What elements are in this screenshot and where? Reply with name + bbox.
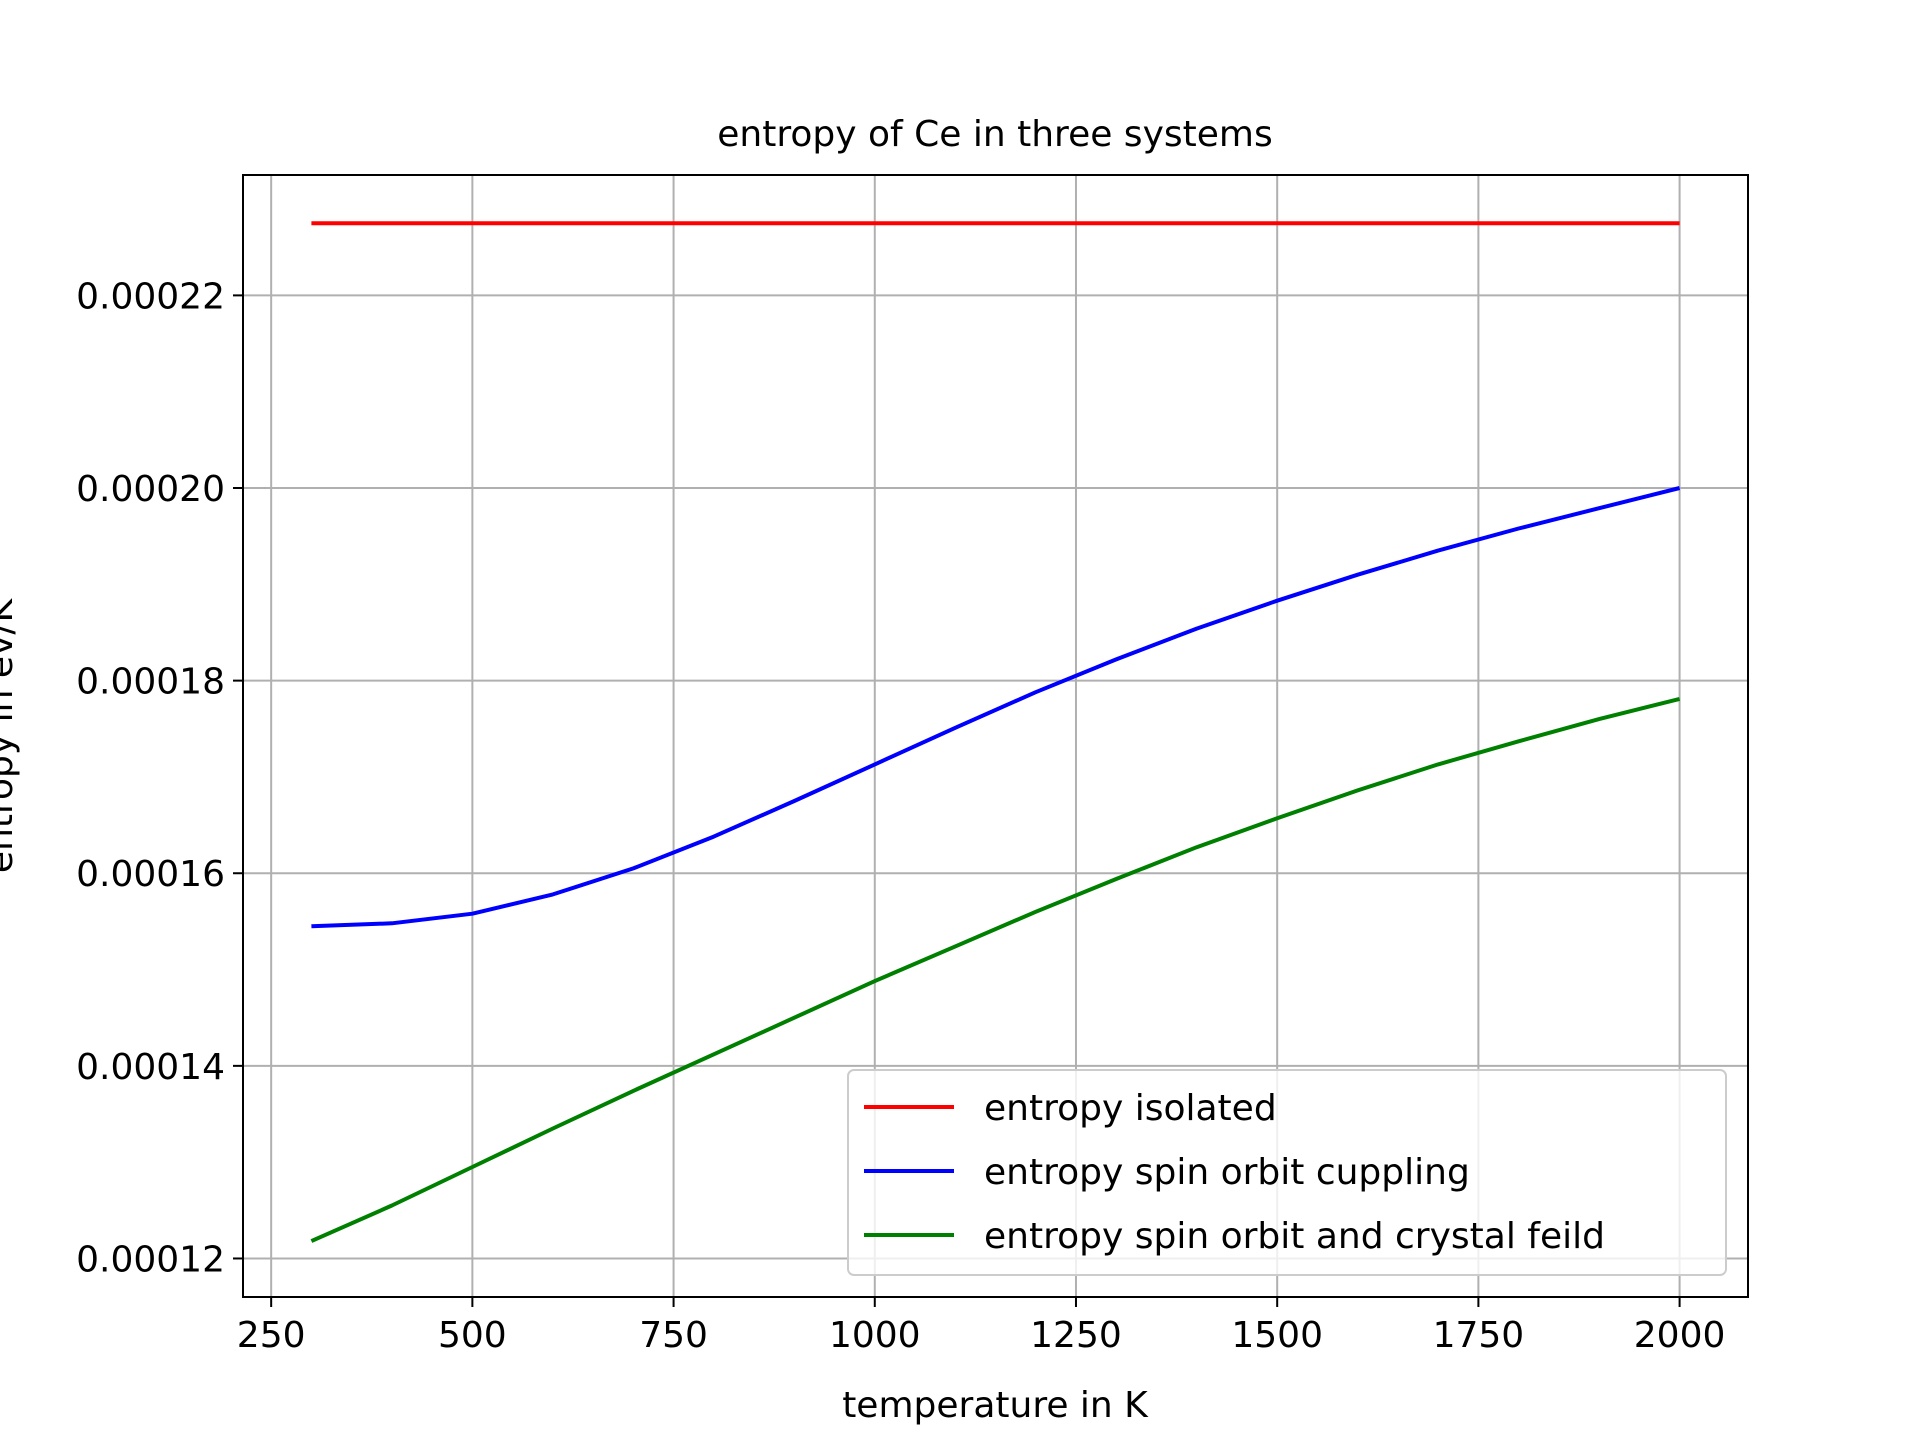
x-tick-label: 1500 xyxy=(1231,1315,1323,1356)
legend-label: entropy isolated xyxy=(984,1088,1277,1129)
y-tick-label: 0.00022 xyxy=(76,276,225,317)
y-axis-label: entropy in ev/K xyxy=(0,598,21,874)
x-tick-label: 750 xyxy=(639,1315,708,1356)
series-line-entropy-spin-orbit-cuppling xyxy=(311,486,1681,929)
y-tick-label: 0.00012 xyxy=(76,1239,225,1280)
grid-lines xyxy=(243,175,1748,1297)
x-axis: 250 500 750 1000 1250 1500 1750 2000 xyxy=(237,1297,1726,1356)
y-tick-label: 0.00014 xyxy=(76,1047,225,1088)
legend: entropy isolated entropy spin orbit cuppl… xyxy=(847,1069,1727,1276)
plot-frame xyxy=(242,174,1749,1298)
x-tick-label: 1250 xyxy=(1030,1315,1122,1356)
x-tick-label: 1000 xyxy=(829,1315,921,1356)
x-tick-label: 2000 xyxy=(1634,1315,1726,1356)
series-line-entropy-spin-orbit-and-crystal-feild xyxy=(310,696,1681,1243)
y-axis: 0.00012 0.00014 0.00016 0.00018 0.00020 0.000… xyxy=(76,276,243,1280)
x-axis-label: temperature in K xyxy=(842,1385,1149,1426)
legend-label: entropy spin orbit and crystal feild xyxy=(984,1216,1605,1257)
x-tick-label: 250 xyxy=(237,1315,306,1356)
legend-label: entropy spin orbit cuppling xyxy=(984,1152,1470,1193)
chart-title: entropy of Ce in three systems xyxy=(717,114,1272,155)
y-tick-label: 0.00020 xyxy=(76,469,225,510)
y-tick-label: 0.00016 xyxy=(76,854,225,895)
x-tick-label: 500 xyxy=(438,1315,507,1356)
x-tick-label: 1750 xyxy=(1433,1315,1525,1356)
series-lines xyxy=(310,221,1681,1243)
legend-box xyxy=(847,1069,1727,1276)
y-tick-label: 0.00018 xyxy=(76,662,225,703)
